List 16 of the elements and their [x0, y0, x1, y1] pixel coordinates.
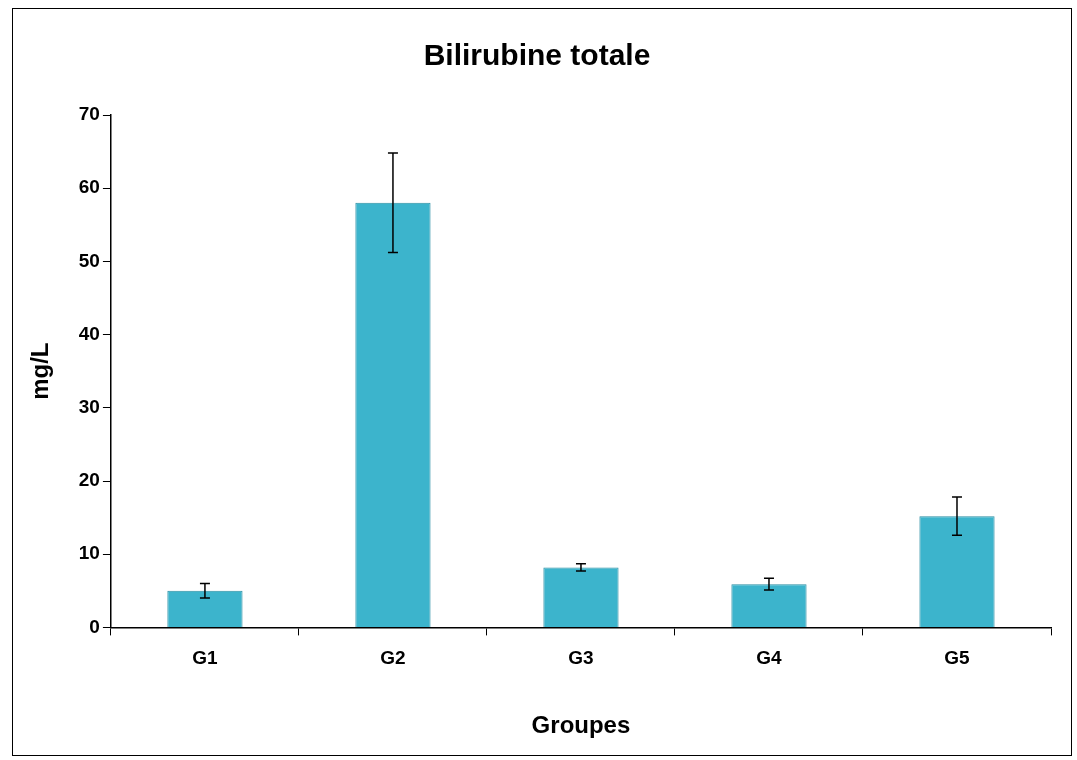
y-tick-label: 40 — [78, 322, 100, 344]
x-tick-label: G3 — [568, 647, 594, 669]
x-tick-label: G2 — [380, 647, 406, 669]
chart-title: Bilirubine totale — [423, 38, 651, 72]
y-tick-label: 70 — [78, 103, 100, 125]
y-tick-label: 50 — [78, 249, 100, 271]
y-tick-label: 20 — [78, 469, 100, 491]
y-tick-label: 10 — [78, 542, 100, 564]
x-tick-label: G1 — [192, 647, 219, 669]
x-tick-label: G4 — [756, 647, 783, 669]
y-tick-label: 30 — [78, 396, 100, 418]
y-tick-label: 60 — [78, 176, 100, 198]
x-axis-title: Groupes — [531, 711, 631, 739]
x-tick-label: G5 — [944, 647, 971, 669]
y-tick-label: 0 — [89, 615, 100, 637]
y-axis-title: mg/L — [26, 342, 54, 400]
